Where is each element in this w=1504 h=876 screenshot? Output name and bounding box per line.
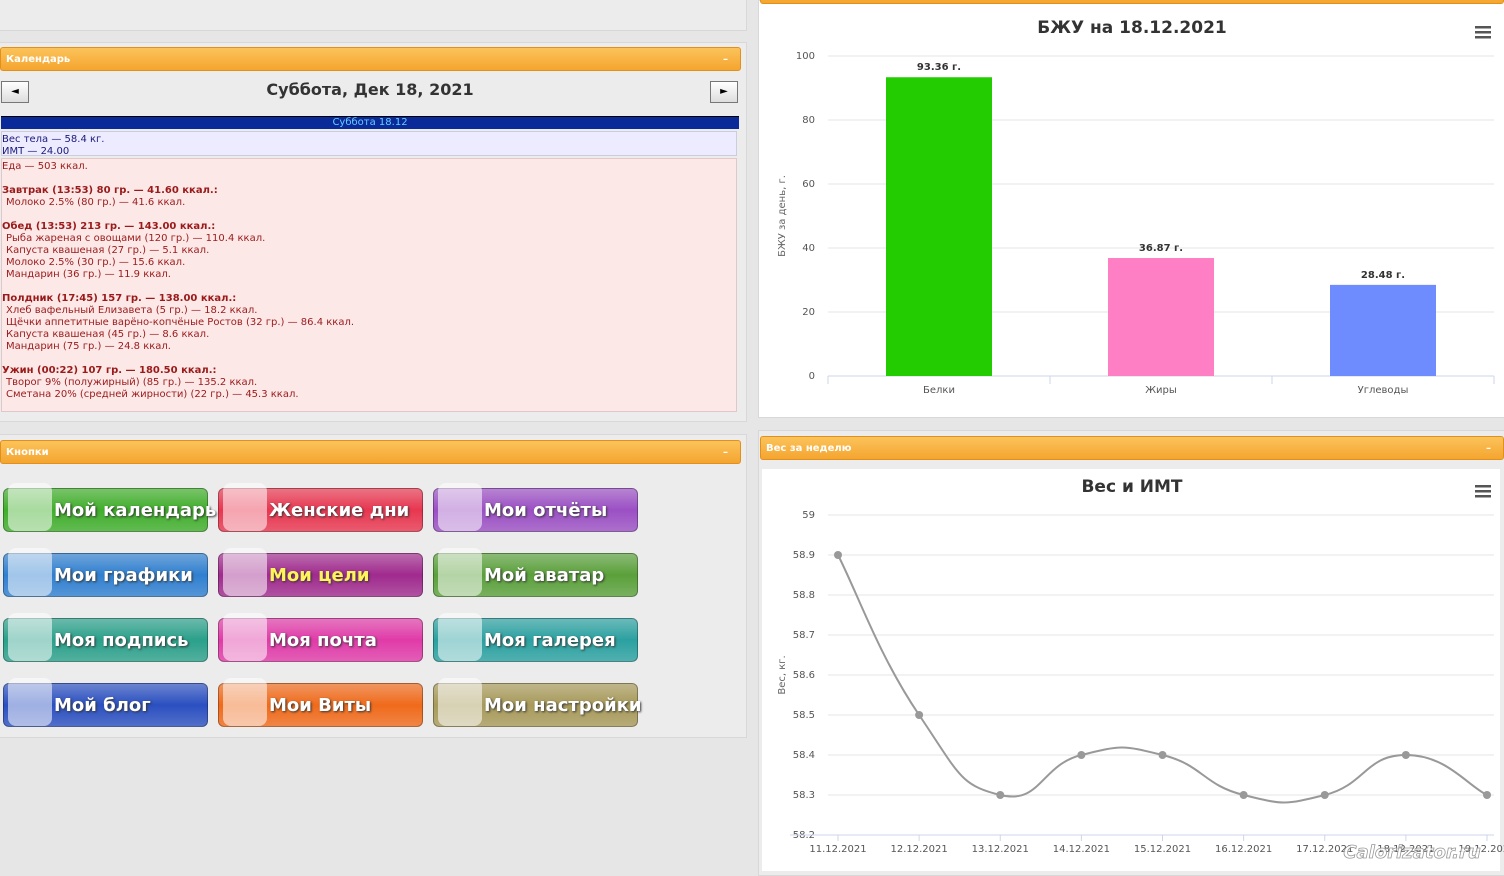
panel-header: Вес за неделю – <box>760 436 1504 460</box>
meal-header: Обед (13:53) 213 гр. — 143.00 ккал.: <box>2 221 216 232</box>
button-label: Моя галерея <box>484 630 616 651</box>
panel-title: Кнопки <box>6 447 49 458</box>
button-icon <box>438 483 482 531</box>
meal-item: Молоко 2.5% (30 гр.) — 15.6 ккал. <box>6 257 186 268</box>
nav-button[interactable]: Женские дни <box>218 483 423 532</box>
nav-button[interactable]: Моя подпись <box>3 613 208 662</box>
meal-item: Творог 9% (полужирный) (85 гр.) — 135.2 … <box>6 377 258 388</box>
button-icon <box>223 613 267 661</box>
button-label: Мои цели <box>269 565 370 586</box>
button-label: Моя подпись <box>54 630 189 651</box>
nav-button[interactable]: Мои настройки <box>433 678 642 727</box>
collapse-button[interactable]: – <box>723 54 728 65</box>
top-panel <box>0 0 747 31</box>
spacer <box>2 209 736 221</box>
button-label: Мои графики <box>54 565 193 586</box>
button-label: Мои настройки <box>484 695 642 716</box>
meal-header: Полдник (17:45) 157 гр. — 138.00 ккал.: <box>2 293 237 304</box>
food-box: Еда — 503 ккал. Завтрак (13:53) 80 гр. — … <box>1 158 737 412</box>
nav-button[interactable]: Мой аватар <box>433 548 638 597</box>
meal-item: Хлеб вафельный Елизавета (5 гр.) — 18.2 … <box>6 305 258 316</box>
button-label: Мои отчёты <box>484 500 608 521</box>
nav-button[interactable]: Мои Виты <box>218 678 423 727</box>
meal-item: Мандарин (75 гр.) — 24.8 ккал. <box>6 341 171 352</box>
nav-button[interactable]: Мой блог <box>3 678 208 727</box>
nav-button[interactable]: Моя почта <box>218 613 423 662</box>
weight-panel <box>758 430 1504 876</box>
button-icon <box>438 678 482 726</box>
button-icon <box>8 483 52 531</box>
meal-item: Капуста квашеная (45 гр.) — 8.6 ккал. <box>6 329 210 340</box>
button-label: Мой блог <box>54 695 151 716</box>
panel-title: Вес за неделю <box>766 443 852 454</box>
button-label: Мой календарь <box>54 500 217 521</box>
food-total: Еда — 503 ккал. <box>2 161 88 172</box>
button-icon <box>438 548 482 596</box>
collapse-button[interactable]: – <box>1486 443 1491 454</box>
meal-header: Завтрак (13:53) 80 гр. — 41.60 ккал.: <box>2 185 218 196</box>
chart-panel <box>758 0 1504 418</box>
day-bar: Суббота 18.12 <box>1 116 739 129</box>
meal-item: Сметана 20% (средней жирности) (22 гр.) … <box>6 389 299 400</box>
button-label: Моя почта <box>269 630 377 651</box>
meal-item: Щёчки аппетитные варёно-копчёные Ростов … <box>6 317 355 328</box>
nav-button[interactable]: Мой календарь <box>3 483 216 532</box>
weight-line: Вес тела — 58.4 кг. <box>2 134 105 145</box>
chart-bg <box>762 469 1500 871</box>
meal-item: Капуста квашеная (27 гр.) — 5.1 ккал. <box>6 245 210 256</box>
spacer <box>2 281 736 293</box>
spacer <box>2 353 736 365</box>
next-button[interactable]: ► <box>710 81 738 103</box>
nav-button[interactable]: Моя галерея <box>433 613 638 662</box>
button-label: Мой аватар <box>484 565 605 586</box>
weight-box: Вес тела — 58.4 кг. ИМТ — 24.00 <box>1 131 737 157</box>
meal-item: Мандарин (36 гр.) — 11.9 ккал. <box>6 269 171 280</box>
nav-button[interactable]: Мои графики <box>3 548 208 597</box>
panel-header: Календарь – <box>0 47 741 71</box>
button-icon <box>8 613 52 661</box>
button-label: Женские дни <box>269 500 410 521</box>
prev-button[interactable]: ◄ <box>1 81 29 103</box>
spacer <box>2 173 736 185</box>
collapse-button[interactable]: – <box>723 447 728 458</box>
nav-button[interactable]: Мои отчёты <box>433 483 638 532</box>
nav-button[interactable]: Мои цели <box>218 548 423 597</box>
meal-item: Рыба жареная с овощами (120 гр.) — 110.4… <box>6 233 266 244</box>
weight-line: ИМТ — 24.00 <box>2 146 70 157</box>
date-title: Суббота, Дек 18, 2021 <box>266 80 474 99</box>
meal-item: Молоко 2.5% (80 гр.) — 41.6 ккал. <box>6 197 186 208</box>
button-icon <box>223 548 267 596</box>
button-icon <box>223 678 267 726</box>
button-icon <box>8 548 52 596</box>
meal-header: Ужин (00:22) 107 гр. — 180.50 ккал.: <box>2 365 217 376</box>
panel-header <box>760 0 1504 4</box>
panel-header: Кнопки – <box>0 440 741 464</box>
button-icon <box>438 613 482 661</box>
panel-title: Календарь <box>6 54 71 65</box>
button-label: Мои Виты <box>269 695 372 716</box>
button-icon <box>223 483 267 531</box>
button-icon <box>8 678 52 726</box>
